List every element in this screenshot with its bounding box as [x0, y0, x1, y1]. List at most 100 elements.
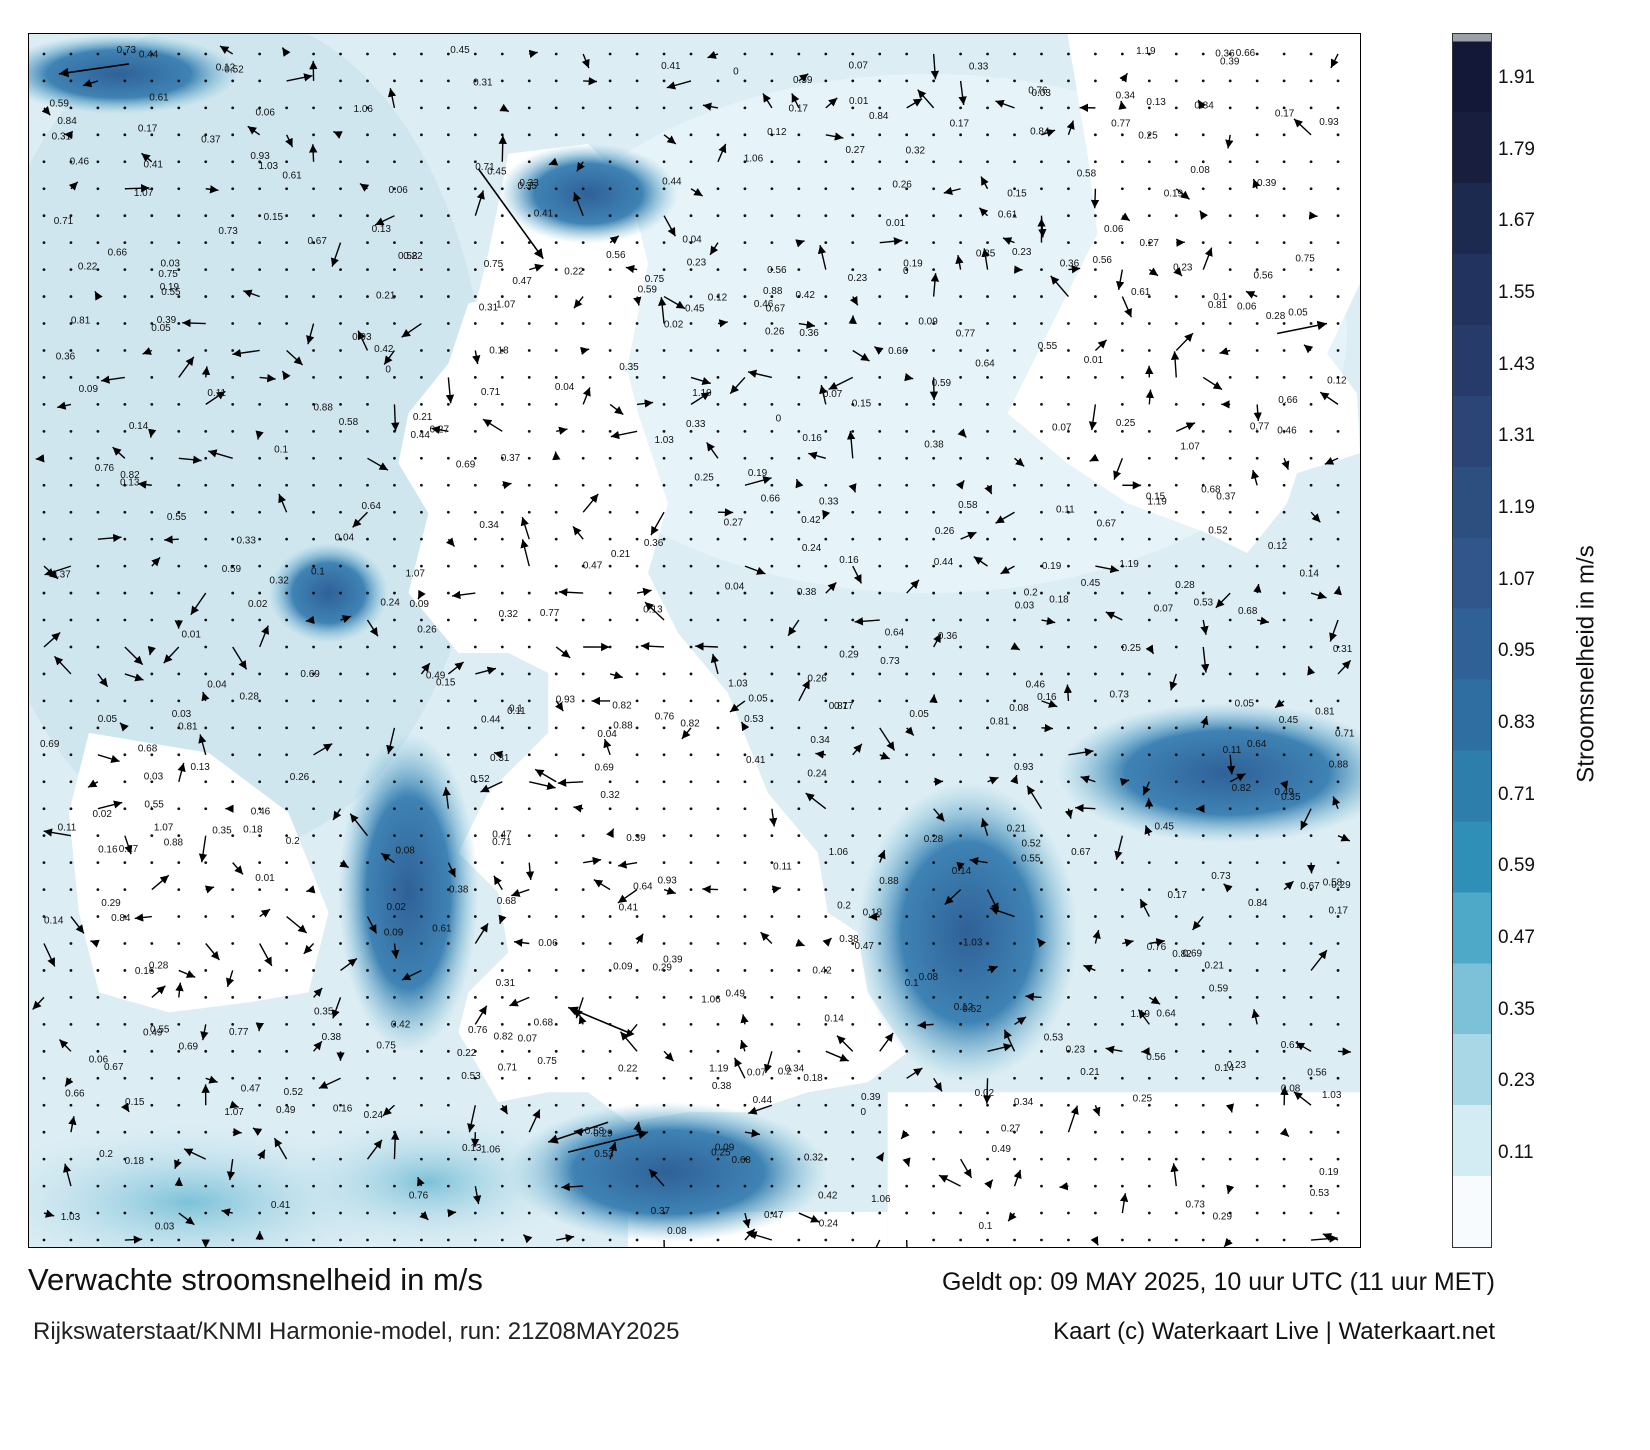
map-frame[interactable]: 0.17 0.18 0.19 0.16 0.14 0.25 0.13 0.09 0.11 0.23… [28, 33, 1361, 1248]
grid-dot [743, 52, 747, 56]
grid-dot [339, 52, 342, 56]
grid-dot [500, 672, 504, 676]
speed-value-label: 0.33 [236, 535, 256, 546]
grid-dot [285, 456, 289, 460]
grid-dot [123, 888, 127, 891]
grid-dot [1067, 1049, 1070, 1053]
current-arrow [1068, 748, 1094, 757]
map-subtitle: Rijkswaterstaat/KNMI Harmonie-model, run… [33, 1318, 680, 1345]
grid-dot [1013, 483, 1016, 487]
speed-value-label: 0.22 [78, 261, 98, 272]
grid-dot [1093, 429, 1097, 433]
grid-dot [204, 214, 208, 218]
grid-dot [69, 591, 73, 595]
current-speed-map[interactable]: 0.170.180.190.160.14 0.250.130.090.110.23… [29, 34, 1360, 1247]
current-arrow [273, 1137, 288, 1160]
speed-value-label: 0.42 [812, 965, 832, 976]
current-arrow [879, 1032, 894, 1052]
grid-dot [69, 996, 73, 999]
speed-value-label: 0.77 [540, 608, 560, 619]
grid-dot [123, 618, 127, 622]
current-arrow [981, 248, 990, 270]
speed-value-label: 0.44 [139, 49, 159, 60]
grid-dot [1040, 456, 1043, 460]
grid-dot [986, 241, 989, 245]
speed-value-label: 0.12 [1327, 376, 1347, 387]
speed-value-label: 1.07 [224, 1107, 244, 1118]
current-arrow [1280, 1086, 1289, 1106]
current-arrow [1002, 237, 1015, 245]
grid-dot [662, 672, 666, 676]
grid-dot [959, 726, 962, 730]
current-arrow [1092, 1104, 1101, 1117]
grid-dot [150, 402, 154, 406]
speed-value-label: 0.46 [1277, 426, 1297, 437]
current-arrow [1229, 773, 1246, 783]
grid-dot [446, 402, 450, 406]
speed-value-label: 0.52 [1022, 838, 1042, 849]
grid-dot [716, 1022, 720, 1026]
grid-dot [420, 1076, 423, 1080]
grid-dot [905, 402, 909, 406]
grid-dot [527, 618, 531, 622]
grid-dot [608, 969, 612, 972]
grid-dot [1228, 726, 1232, 730]
grid-dot [312, 106, 315, 110]
current-arrow [795, 478, 804, 489]
grid-dot [1147, 214, 1151, 218]
credit-link[interactable]: Kaart (c) Waterkaart Live | Waterkaart.n… [1053, 1318, 1495, 1345]
grid-dot [1120, 1130, 1124, 1134]
current-arrow [164, 535, 179, 544]
grid-dot [1336, 564, 1340, 568]
speed-value-label: 0.11 [1223, 745, 1242, 756]
grid-dot [959, 591, 962, 595]
grid-dot [851, 996, 855, 999]
grid-dot [716, 187, 720, 191]
current-arrow [529, 781, 556, 791]
grid-dot [1282, 834, 1286, 838]
grid-dot [123, 1211, 127, 1215]
speed-value-label: 0.77 [1250, 422, 1270, 433]
grid-dot [824, 996, 828, 999]
grid-dot [285, 780, 289, 784]
grid-dot [1336, 1211, 1340, 1215]
current-arrow [1142, 781, 1151, 796]
grid-dot [312, 780, 315, 784]
grid-dot [1120, 402, 1124, 406]
grid-dot [500, 187, 504, 191]
current-arrow [578, 1014, 587, 1025]
speed-value-label: 0.33 [686, 419, 706, 430]
grid-dot [797, 1130, 801, 1134]
grid-dot [96, 456, 100, 460]
speed-value-label: 0.1 [978, 1221, 992, 1232]
grid-dot [1228, 376, 1232, 379]
grid-dot [689, 996, 693, 999]
current-arrow [733, 1057, 746, 1079]
grid-dot [1174, 456, 1178, 460]
grid-dot [932, 996, 936, 999]
grid-dot [231, 915, 235, 918]
speed-value-label: 0.01 [181, 629, 201, 640]
current-arrow [1010, 774, 1019, 785]
grid-dot [150, 79, 154, 83]
speed-value-label: 0.59 [222, 564, 242, 575]
grid-dot [1120, 1157, 1124, 1161]
grid-dot [312, 1103, 315, 1107]
grid-dot [689, 160, 693, 164]
grid-dot [743, 214, 747, 218]
speed-value-label: 0.32 [600, 790, 620, 801]
speed-value-label: 0.82 [1232, 783, 1252, 794]
current-arrow [1075, 803, 1096, 813]
current-arrow [198, 734, 207, 755]
current-arrow [100, 375, 125, 384]
current-arrow [219, 45, 234, 55]
grid-dot [1309, 915, 1313, 918]
grid-dot [1040, 160, 1043, 164]
grid-dot [1013, 1103, 1016, 1107]
grid-dot [581, 564, 585, 568]
speed-value-label: 0.41 [534, 209, 554, 220]
color-legend-bar [1452, 33, 1492, 1248]
grid-dot [1228, 295, 1232, 298]
grid-dot [716, 915, 720, 918]
grid-dot [150, 241, 154, 245]
